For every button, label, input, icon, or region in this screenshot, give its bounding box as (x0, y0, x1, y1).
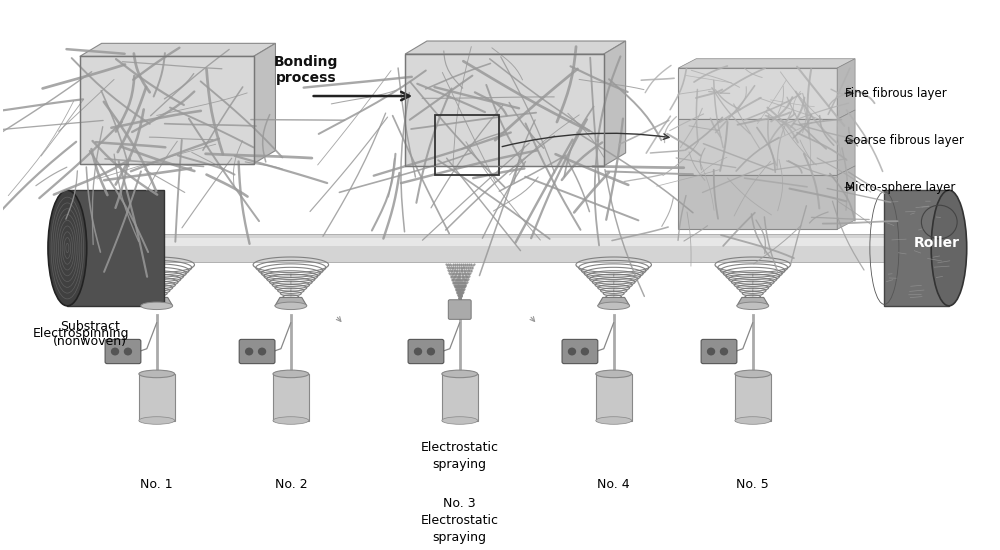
Text: Fine fibrous layer: Fine fibrous layer (845, 87, 947, 100)
FancyBboxPatch shape (562, 339, 598, 364)
Text: No. 2: No. 2 (275, 478, 307, 491)
Polygon shape (254, 43, 275, 163)
Text: Electrostatic
spraying: Electrostatic spraying (421, 441, 499, 471)
Polygon shape (598, 298, 630, 306)
Ellipse shape (735, 417, 771, 424)
Polygon shape (604, 41, 626, 166)
Bar (442, 374, 478, 421)
Circle shape (259, 348, 266, 355)
FancyBboxPatch shape (105, 339, 141, 364)
Bar (884, 190, 949, 306)
Ellipse shape (931, 190, 967, 306)
Ellipse shape (273, 370, 309, 378)
FancyBboxPatch shape (448, 300, 471, 320)
Bar (67, 190, 164, 306)
Circle shape (569, 348, 575, 355)
Circle shape (415, 348, 421, 355)
Bar (139, 374, 175, 421)
Ellipse shape (275, 302, 307, 310)
Text: No. 5: No. 5 (736, 478, 769, 491)
Circle shape (246, 348, 253, 355)
Ellipse shape (596, 417, 632, 424)
Circle shape (124, 348, 131, 355)
Ellipse shape (442, 417, 478, 424)
Polygon shape (94, 234, 925, 262)
Bar (405, 54, 604, 166)
Bar (80, 57, 254, 163)
Bar (678, 119, 837, 175)
FancyBboxPatch shape (408, 339, 444, 364)
Polygon shape (737, 298, 769, 306)
Ellipse shape (598, 302, 630, 310)
Ellipse shape (273, 417, 309, 424)
Polygon shape (94, 238, 925, 246)
Bar (273, 374, 309, 421)
Polygon shape (837, 59, 855, 119)
Polygon shape (141, 298, 173, 306)
Text: Coarse fibrous layer: Coarse fibrous layer (845, 134, 964, 147)
Text: No. 1: No. 1 (140, 478, 173, 491)
Bar (735, 374, 771, 421)
Text: No. 3
Electrostatic
spraying: No. 3 Electrostatic spraying (421, 497, 499, 544)
Ellipse shape (737, 302, 769, 310)
Text: Bonding
process: Bonding process (274, 55, 338, 85)
Text: Micro-sphere layer: Micro-sphere layer (845, 181, 956, 194)
Ellipse shape (442, 370, 478, 378)
Polygon shape (275, 298, 307, 306)
Circle shape (720, 348, 727, 355)
FancyBboxPatch shape (239, 339, 275, 364)
Ellipse shape (139, 370, 175, 378)
FancyBboxPatch shape (701, 339, 737, 364)
Bar (678, 175, 837, 229)
Circle shape (112, 348, 119, 355)
Text: Substract
(nonwoven): Substract (nonwoven) (53, 320, 127, 348)
Text: No. 4: No. 4 (597, 478, 630, 491)
Bar (678, 68, 837, 119)
Polygon shape (837, 166, 855, 229)
Bar (405, 54, 604, 166)
Ellipse shape (139, 417, 175, 424)
Circle shape (581, 348, 588, 355)
Ellipse shape (141, 302, 173, 310)
Ellipse shape (596, 370, 632, 378)
Polygon shape (837, 110, 855, 175)
Bar (80, 57, 254, 163)
Bar (596, 374, 632, 421)
Circle shape (427, 348, 434, 355)
Text: Roller: Roller (914, 236, 960, 250)
Circle shape (708, 348, 715, 355)
Text: Electrospinning: Electrospinning (33, 327, 129, 340)
Polygon shape (678, 59, 855, 68)
Polygon shape (80, 43, 275, 57)
Bar (435, 114, 499, 175)
Polygon shape (405, 41, 626, 54)
Ellipse shape (48, 190, 87, 306)
Ellipse shape (735, 370, 771, 378)
